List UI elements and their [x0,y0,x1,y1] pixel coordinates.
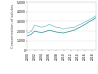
Y-axis label: Concentration of solutes: Concentration of solutes [11,4,15,48]
